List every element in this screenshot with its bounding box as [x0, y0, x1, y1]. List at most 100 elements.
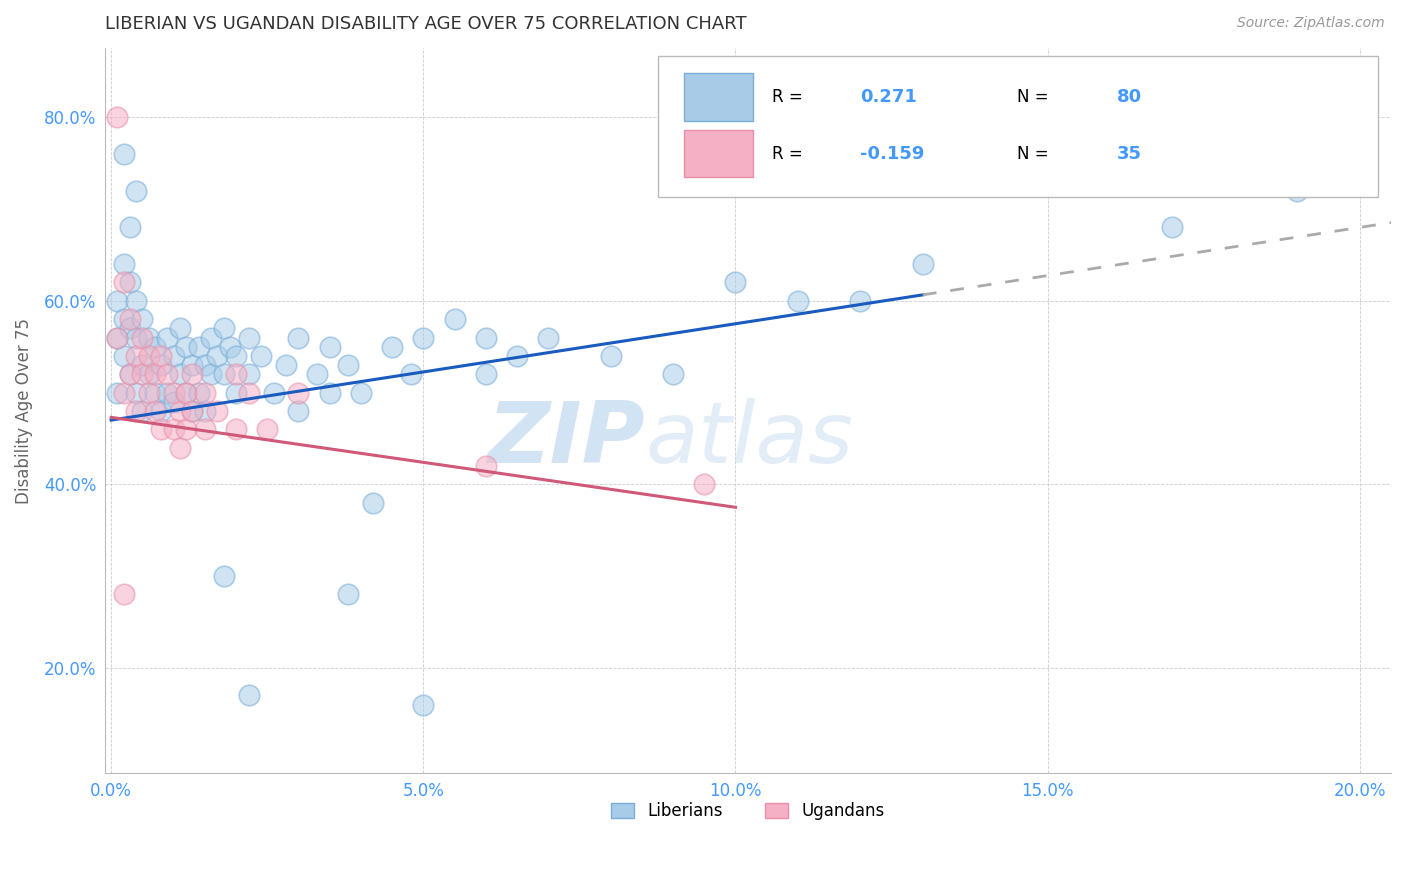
Point: [112, 276, 135, 290]
Point: [381, 340, 404, 354]
Point: [125, 385, 148, 400]
Point: [263, 385, 285, 400]
Point: [162, 349, 184, 363]
Point: [194, 422, 217, 436]
Point: [256, 422, 278, 436]
Point: [225, 349, 247, 363]
Point: [112, 587, 135, 601]
FancyBboxPatch shape: [683, 129, 754, 178]
Point: [131, 358, 153, 372]
Point: [156, 385, 179, 400]
Point: [474, 458, 496, 473]
Point: [169, 321, 191, 335]
Point: [118, 276, 141, 290]
Point: [318, 340, 340, 354]
Point: [174, 385, 197, 400]
Point: [150, 404, 173, 418]
Point: [131, 330, 153, 344]
Text: ZIP: ZIP: [488, 399, 645, 482]
Point: [307, 368, 329, 382]
Point: [412, 698, 434, 712]
Point: [412, 330, 434, 344]
Point: [207, 404, 229, 418]
Point: [399, 368, 422, 382]
Point: [200, 330, 222, 344]
Text: 80: 80: [1118, 88, 1142, 106]
Point: [131, 368, 153, 382]
Point: [131, 312, 153, 326]
Point: [162, 394, 184, 409]
Text: N =: N =: [1017, 88, 1049, 106]
Point: [287, 385, 309, 400]
Point: [212, 368, 235, 382]
Point: [506, 349, 529, 363]
Point: [238, 385, 260, 400]
Point: [350, 385, 373, 400]
Point: [112, 257, 135, 271]
Point: [112, 349, 135, 363]
Point: [337, 587, 360, 601]
Point: [662, 368, 685, 382]
Point: [118, 368, 141, 382]
Point: [187, 385, 209, 400]
Point: [131, 404, 153, 418]
Point: [125, 404, 148, 418]
Point: [225, 368, 247, 382]
Point: [112, 385, 135, 400]
Point: [138, 368, 160, 382]
Point: [287, 330, 309, 344]
Point: [337, 358, 360, 372]
Point: [138, 385, 160, 400]
Point: [143, 340, 166, 354]
Point: [125, 349, 148, 363]
Point: [143, 385, 166, 400]
Point: [107, 385, 129, 400]
Point: [107, 110, 129, 124]
Point: [225, 422, 247, 436]
Point: [238, 689, 260, 703]
Point: [174, 422, 197, 436]
Point: [225, 385, 247, 400]
Point: [194, 404, 217, 418]
FancyBboxPatch shape: [658, 55, 1378, 197]
Point: [1286, 184, 1309, 198]
Point: [238, 368, 260, 382]
Text: 0.271: 0.271: [860, 88, 917, 106]
Point: [363, 496, 385, 510]
Point: [250, 349, 273, 363]
Point: [118, 321, 141, 335]
Point: [150, 422, 173, 436]
Point: [107, 293, 129, 308]
Point: [156, 368, 179, 382]
Point: [118, 312, 141, 326]
Point: [125, 330, 148, 344]
Text: R =: R =: [772, 88, 803, 106]
Point: [169, 368, 191, 382]
Point: [169, 404, 191, 418]
Point: [138, 330, 160, 344]
Text: R =: R =: [772, 145, 803, 162]
Text: N =: N =: [1017, 145, 1049, 162]
Text: Source: ZipAtlas.com: Source: ZipAtlas.com: [1237, 16, 1385, 30]
Point: [118, 368, 141, 382]
Point: [112, 147, 135, 161]
Text: 35: 35: [1118, 145, 1142, 162]
Point: [212, 321, 235, 335]
Point: [849, 293, 872, 308]
Point: [207, 349, 229, 363]
Point: [181, 404, 204, 418]
Point: [287, 404, 309, 418]
Point: [474, 368, 496, 382]
Text: -0.159: -0.159: [860, 145, 924, 162]
Point: [911, 257, 934, 271]
Point: [143, 368, 166, 382]
Point: [194, 385, 217, 400]
Point: [143, 404, 166, 418]
Point: [693, 477, 716, 491]
Point: [107, 330, 129, 344]
Point: [443, 312, 465, 326]
Point: [787, 293, 810, 308]
Y-axis label: Disability Age Over 75: Disability Age Over 75: [15, 318, 32, 504]
Point: [174, 385, 197, 400]
Text: atlas: atlas: [645, 399, 853, 482]
